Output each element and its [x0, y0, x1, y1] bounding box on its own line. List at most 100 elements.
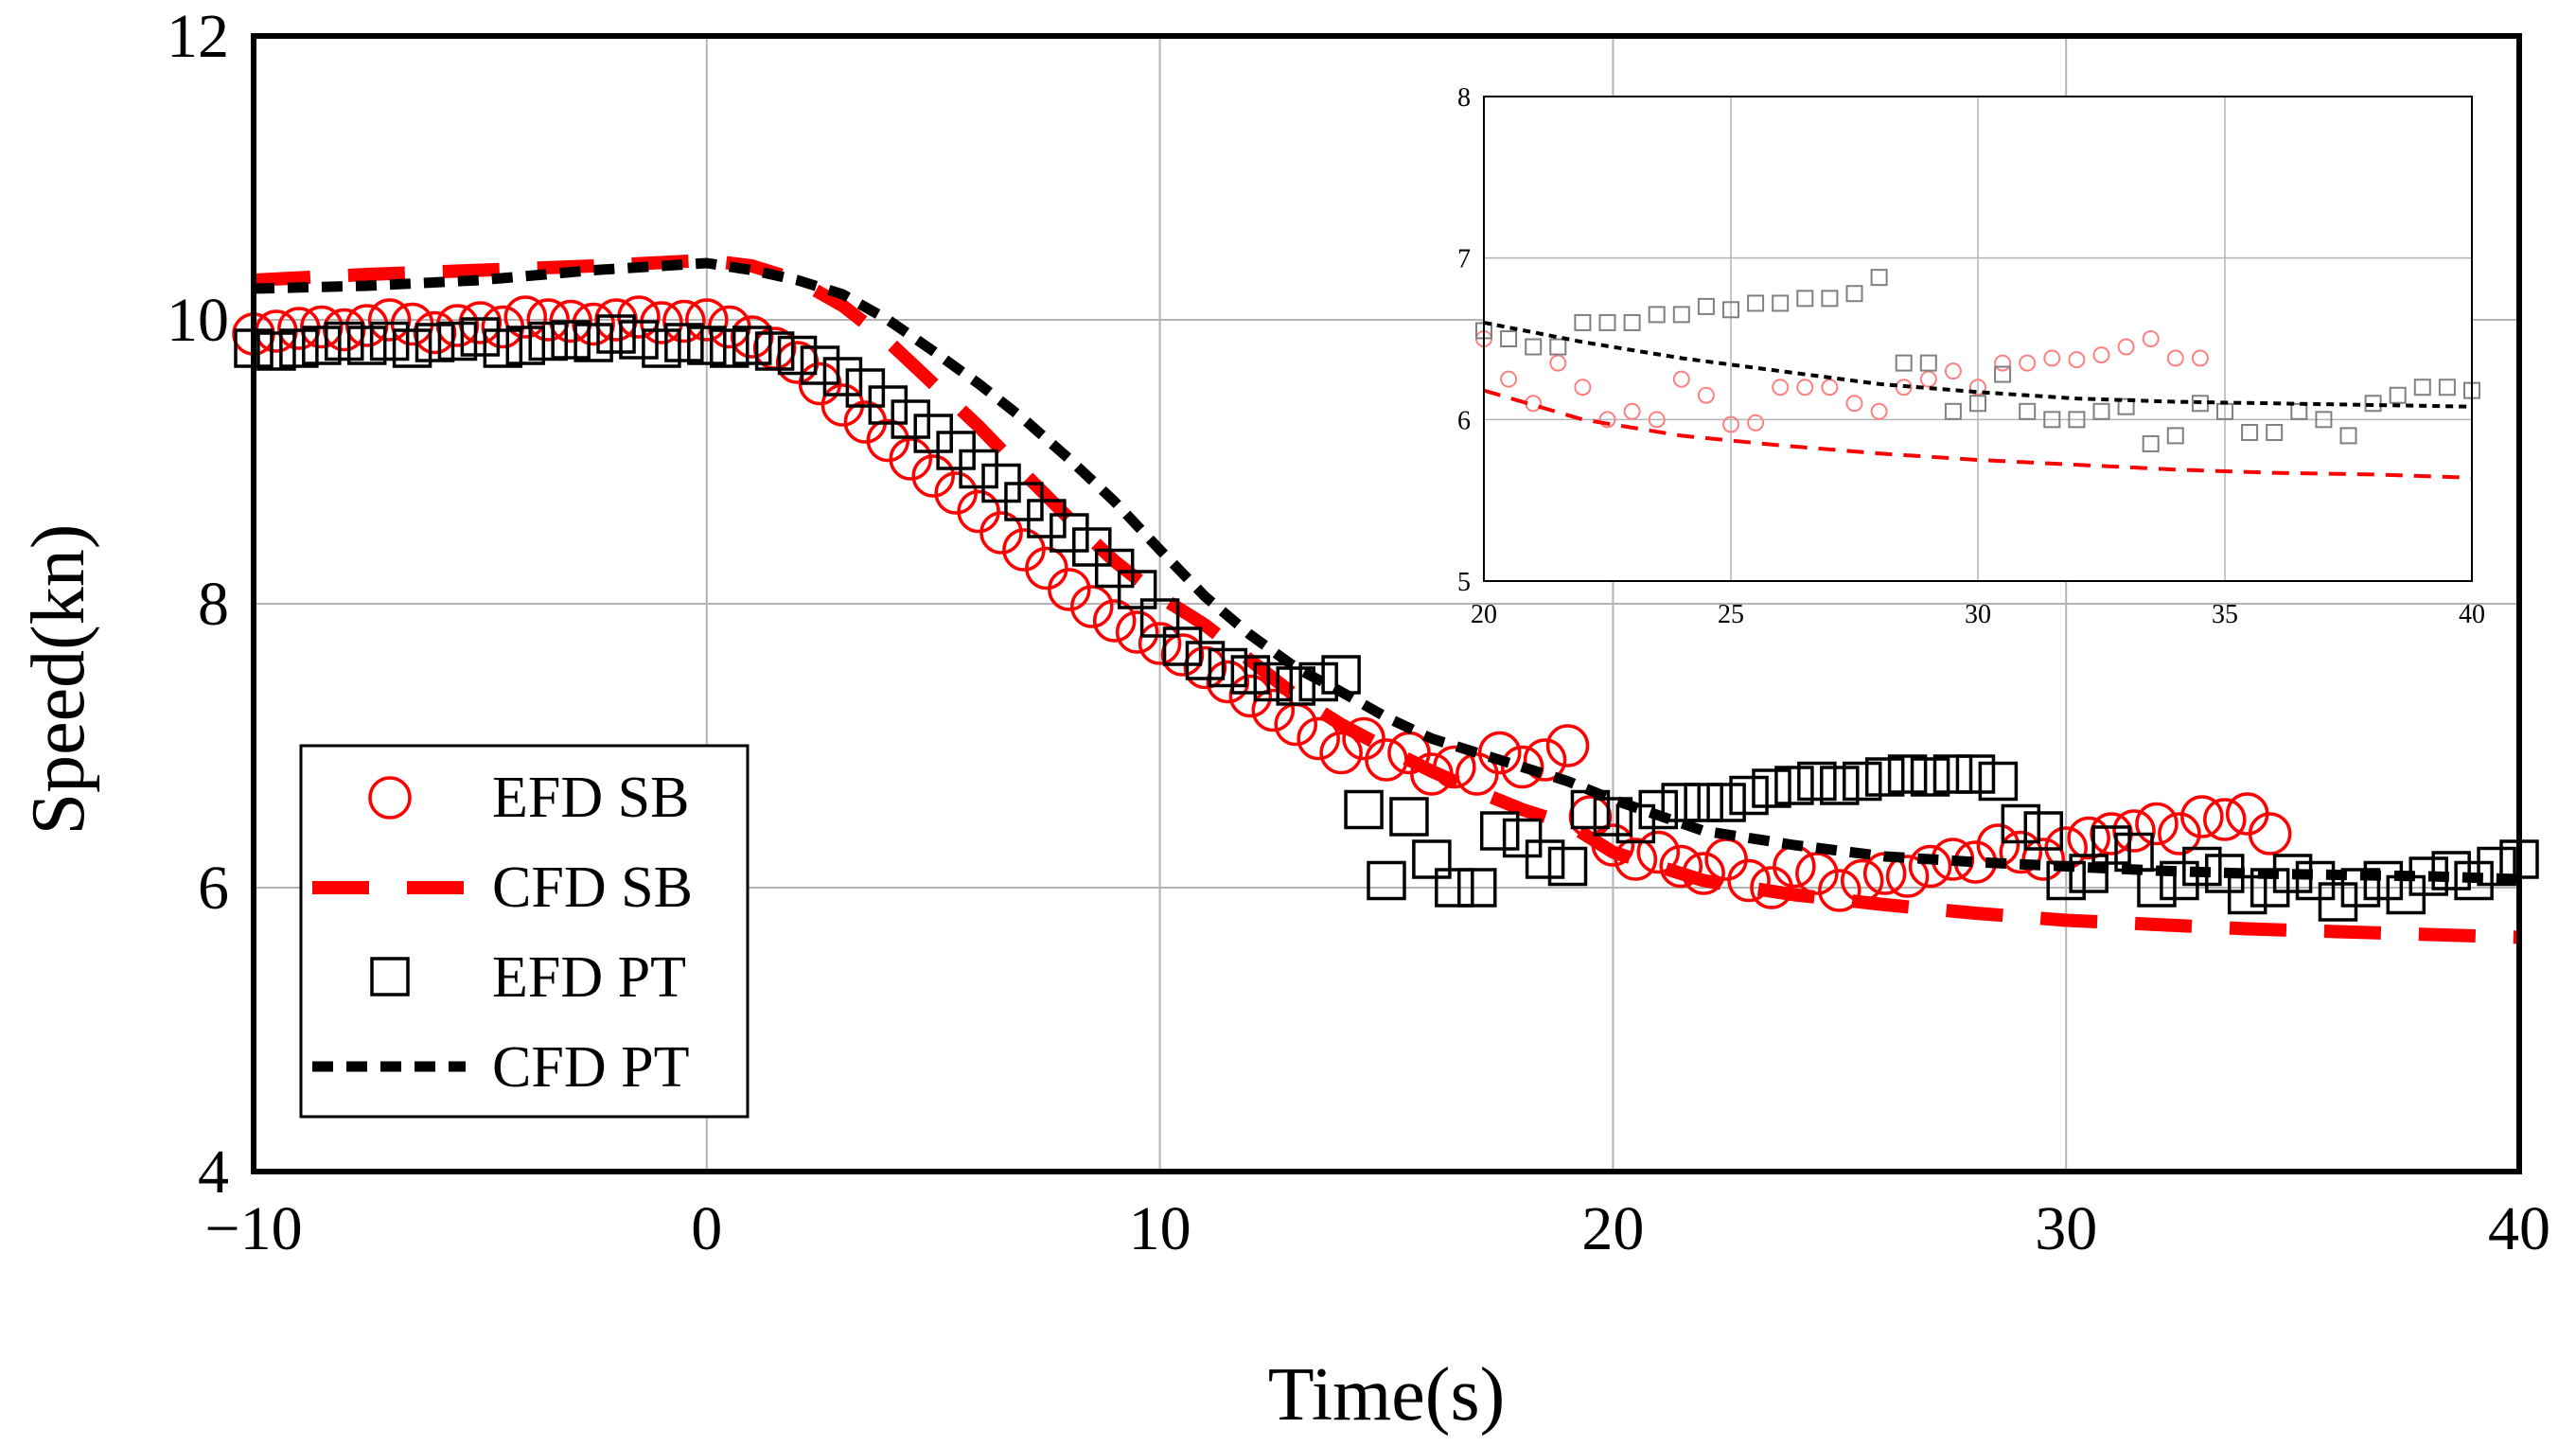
main-point-efd-sb	[549, 299, 592, 344]
inset-point-efd-pt	[2068, 411, 2086, 429]
main-point-efd-pt	[1185, 641, 1226, 680]
inset-point-efd-sb	[1747, 414, 1765, 432]
main-point-efd-sb	[1636, 830, 1681, 874]
main-point-efd-pt	[619, 320, 659, 360]
inset-point-efd-sb	[1919, 370, 1937, 388]
main-point-efd-pt	[1638, 789, 1679, 830]
main-point-efd-pt	[1094, 548, 1135, 589]
inset-series	[1475, 269, 2480, 480]
main-y-tick-label: 8	[198, 570, 229, 639]
main-point-efd-pt	[1752, 768, 1791, 808]
main-point-efd-sb	[2112, 809, 2156, 853]
legend-marker-efd-sb	[368, 776, 412, 820]
main-point-efd-pt	[2318, 882, 2358, 922]
main-point-efd-sb	[1523, 738, 1567, 782]
main-point-efd-sb	[1659, 844, 1703, 889]
inset-point-efd-pt	[1845, 285, 1863, 303]
main-point-efd-sb	[2067, 816, 2110, 860]
main-point-efd-pt	[1162, 626, 1203, 666]
main-point-efd-sb	[1545, 724, 1590, 767]
inset-point-efd-pt	[2290, 402, 2308, 420]
inset-point-efd-pt	[2043, 411, 2061, 429]
main-point-efd-pt	[1412, 839, 1452, 879]
legend-label-efd-pt: EFD PT	[492, 945, 686, 1010]
inset-point-efd-sb	[1648, 411, 1666, 429]
plot-frame	[251, 33, 2522, 1174]
inset-point-efd-pt	[1549, 338, 1567, 356]
main-point-efd-sb	[685, 298, 729, 342]
main-point-efd-pt	[1864, 757, 1905, 797]
legend-label-cfd-pt: CFD PT	[492, 1035, 689, 1100]
main-x-tick-label: 40	[2488, 1194, 2550, 1263]
main-point-efd-pt	[1435, 868, 1474, 908]
main-point-efd-sb	[1477, 731, 1522, 775]
main-point-efd-pt	[551, 320, 591, 360]
inset-point-efd-pt	[2389, 386, 2407, 404]
inset-point-efd-sb	[1672, 370, 1690, 388]
main-point-efd-sb	[1885, 855, 1930, 898]
main-point-efd-sb	[911, 454, 955, 498]
main-point-efd-sb	[2180, 795, 2224, 838]
main-point-efd-sb	[662, 299, 706, 344]
main-point-efd-pt	[596, 314, 636, 354]
main-point-efd-pt	[2431, 851, 2471, 891]
main-point-efd-pt	[1932, 754, 1973, 794]
main-point-efd-pt	[2477, 846, 2516, 887]
main-point-efd-sb	[572, 302, 615, 346]
main-point-efd-sb	[300, 305, 344, 349]
inset-x-tick-label: 20	[1471, 600, 1497, 629]
main-point-efd-sb	[1206, 660, 1250, 704]
legend: EFD SB CFD SB EFD PT CFD PT	[299, 744, 750, 1119]
inset-point-efd-pt	[1895, 354, 1913, 372]
legend-label-cfd-sb: CFD SB	[492, 855, 693, 920]
main-point-efd-sb	[1115, 610, 1159, 654]
main-point-efd-pt	[687, 326, 727, 365]
main-point-efd-pt	[256, 331, 296, 371]
main-point-efd-pt	[1797, 761, 1837, 802]
main-point-efd-pt	[483, 328, 523, 368]
main-point-efd-sb	[1999, 830, 2043, 874]
inset-point-efd-sb	[1845, 395, 1863, 413]
main-point-efd-pt	[1139, 598, 1180, 638]
y-axis-label: Speed(kn)	[17, 524, 100, 836]
main-point-efd-pt	[1253, 661, 1294, 702]
main-x-tick-label: 10	[1129, 1194, 1191, 1263]
inset-point-efd-pt	[2117, 397, 2135, 415]
inset-point-efd-sb	[1969, 379, 1986, 397]
main-y-tick-label: 4	[198, 1137, 229, 1207]
inset-point-efd-sb	[1574, 379, 1592, 397]
inset-point-efd-pt	[1697, 297, 1715, 315]
inset-point-efd-pt	[1870, 269, 1888, 287]
main-point-efd-sb	[1228, 674, 1273, 718]
inset-point-efd-sb	[1623, 402, 1641, 420]
inset-point-efd-sb	[1821, 379, 1839, 397]
main-point-efd-sb	[367, 298, 412, 342]
main-point-efd-pt	[1706, 783, 1746, 822]
inset-point-efd-pt	[1623, 313, 1641, 331]
main-point-efd-pt	[1842, 761, 1882, 802]
main-x-tick-label: 0	[691, 1194, 722, 1263]
main-point-efd-sb	[2203, 798, 2247, 841]
inset-point-efd-sb	[2092, 346, 2110, 364]
main-point-efd-pt	[1887, 754, 1928, 794]
inset-point-efd-pt	[1944, 402, 1962, 420]
main-point-efd-sb	[1908, 844, 1952, 889]
inset-y-tick-label: 5	[1457, 568, 1471, 597]
main-point-efd-sb	[1160, 633, 1205, 677]
main-point-efd-pt	[777, 335, 818, 376]
inset-line-cfd-sb	[1483, 388, 2473, 480]
main-point-efd-pt	[959, 449, 998, 489]
main-point-efd-pt	[642, 328, 681, 368]
main-y-tick-label: 6	[198, 854, 229, 923]
main-point-efd-pt	[279, 328, 319, 368]
main-point-efd-pt	[1978, 761, 2019, 802]
main-y-tick-label: 12	[167, 2, 229, 71]
main-point-efd-pt	[709, 328, 750, 368]
inset-point-efd-pt	[1772, 294, 1790, 312]
inset-point-efd-sb	[1994, 354, 2012, 372]
main-point-efd-pt	[1367, 860, 1406, 901]
inset-chart: 20 25 30 35 40 5 6 7 8	[1457, 83, 2485, 629]
main-point-efd-pt	[1547, 846, 1588, 887]
inset-point-efd-sb	[2117, 338, 2135, 356]
